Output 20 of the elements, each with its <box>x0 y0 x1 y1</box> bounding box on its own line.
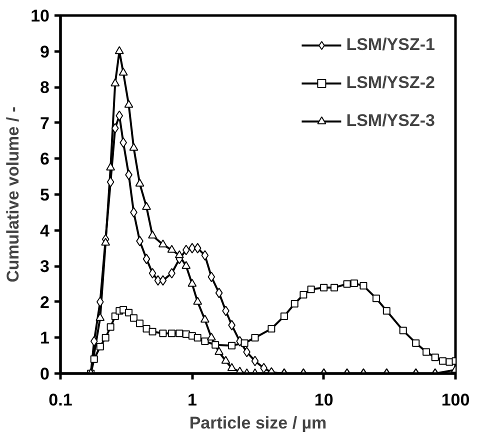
legend-label: LSM/YSZ-2 <box>346 73 435 93</box>
y-tick-label: 5 <box>40 186 50 204</box>
y-tick-label: 9 <box>40 42 50 62</box>
y-tick-label: 3 <box>40 257 50 276</box>
y-tick-label: 6 <box>40 150 50 169</box>
legend-label: LSM/YSZ-3 <box>346 111 435 131</box>
y-axis-title: Cumulative volume / - <box>4 106 23 282</box>
y-tick-label: 0 <box>40 364 50 384</box>
y-tick-label: 10 <box>30 6 50 26</box>
y-tick-label: 1 <box>40 328 50 348</box>
y-tick-label: 7 <box>40 114 50 133</box>
y-tick-label: 2 <box>40 292 50 312</box>
y-tick-label: 8 <box>40 78 50 98</box>
legend-label: LSM/YSZ-1 <box>346 35 435 55</box>
x-tick-label: 100 <box>441 390 470 410</box>
x-tick-label: 1 <box>187 390 197 410</box>
x-axis-title: Particle size / µm <box>189 414 327 432</box>
x-tick-label: 10 <box>314 390 334 410</box>
y-tick-label: 4 <box>40 221 50 240</box>
x-tick-label: 0.1 <box>48 390 72 410</box>
